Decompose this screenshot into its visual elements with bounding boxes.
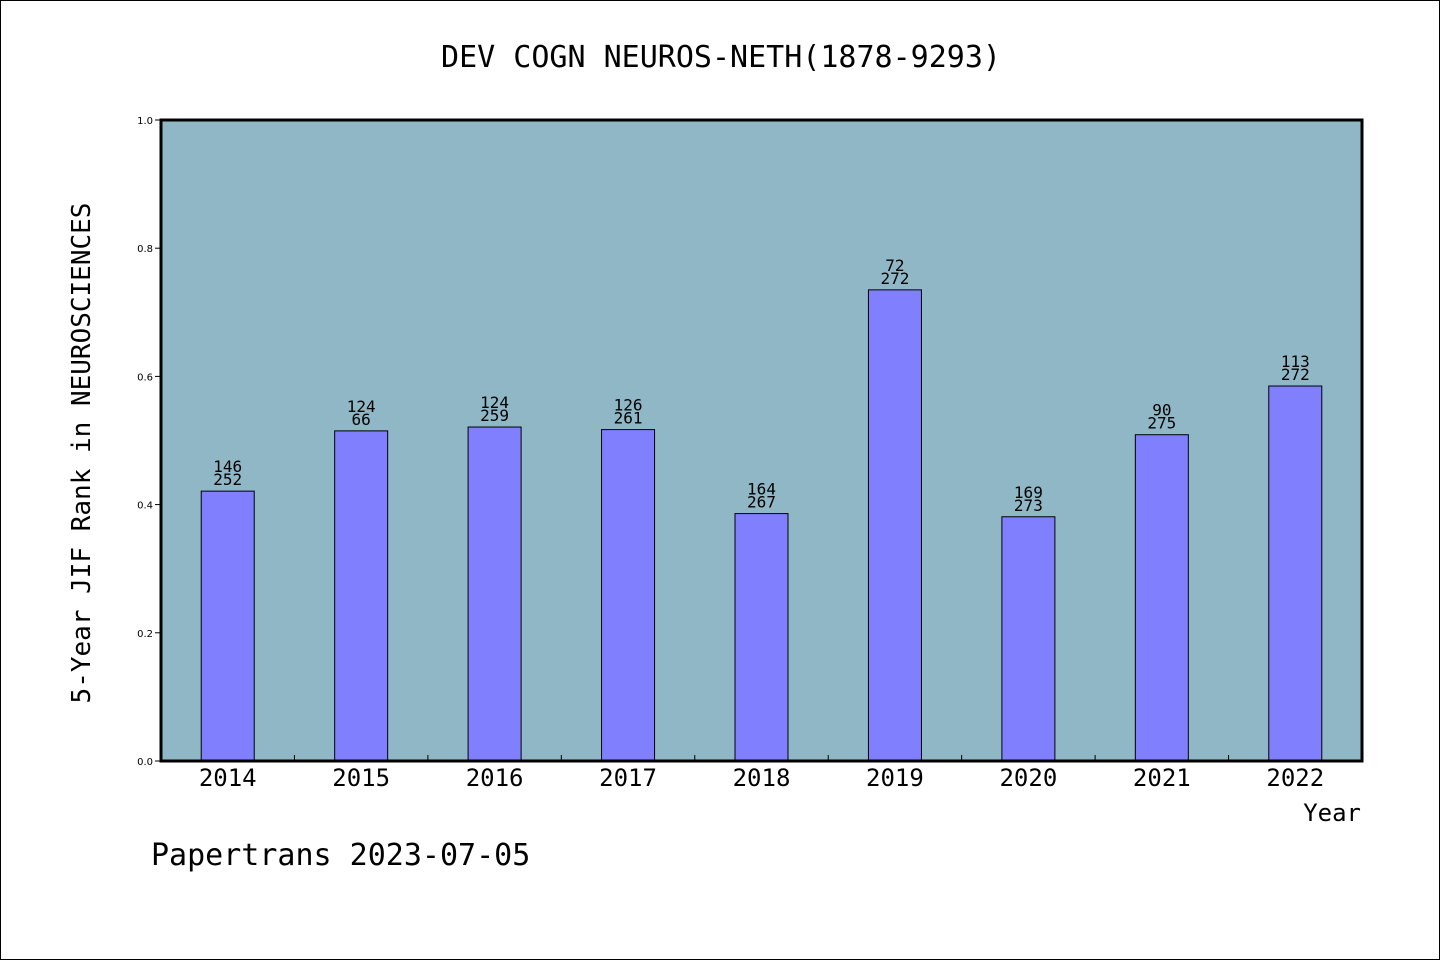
bar-2016 bbox=[467, 426, 522, 762]
bar-label-rank: 124 bbox=[480, 393, 509, 412]
bar-label-rank: 72 bbox=[885, 256, 904, 275]
x-tick-label: 2015 bbox=[332, 764, 390, 792]
bar-label-rank: 124 bbox=[347, 397, 376, 416]
bars bbox=[200, 289, 1323, 762]
y-tick-label: 0.4 bbox=[137, 501, 153, 512]
x-tick-label: 2020 bbox=[999, 764, 1057, 792]
bar-2022 bbox=[1268, 385, 1323, 762]
x-tick-label: 2018 bbox=[733, 764, 791, 792]
bar-label-rank: 113 bbox=[1281, 352, 1310, 371]
y-axis-label: 5-Year JIF Rank in NEUROSCIENCES bbox=[67, 203, 97, 704]
footer-credit: Papertrans 2023-07-05 bbox=[151, 838, 530, 873]
bar-label-total: 275 bbox=[1147, 414, 1176, 433]
bar-label-total: 272 bbox=[880, 269, 909, 288]
bar-label-rank: 146 bbox=[213, 457, 242, 476]
bar-2019 bbox=[867, 289, 922, 762]
bar-label-rank: 90 bbox=[1152, 401, 1171, 420]
bar-2015 bbox=[334, 430, 389, 762]
x-tick-label: 2019 bbox=[866, 764, 924, 792]
bar-2021 bbox=[1134, 434, 1189, 762]
bar-labels: 1462521246612425912626116426772272169273… bbox=[213, 256, 1309, 515]
bar-2017 bbox=[601, 429, 656, 762]
bar-2020 bbox=[1001, 516, 1056, 762]
bar-label-total: 261 bbox=[614, 409, 643, 428]
bar-label-rank: 126 bbox=[614, 396, 643, 415]
bar-2014 bbox=[200, 490, 255, 762]
x-axis-ticks: 2014 2015 2016 2017 2018 2019 2020 2021 2022 bbox=[199, 755, 1324, 792]
x-tick-label: 2016 bbox=[466, 764, 524, 792]
y-tick-label: 1.0 bbox=[137, 116, 153, 127]
x-tick-label: 2021 bbox=[1133, 764, 1191, 792]
y-tick-label: 0.2 bbox=[137, 629, 153, 640]
chart-title: DEV COGN NEUROS-NETH(1878-9293) bbox=[441, 40, 1001, 75]
x-tick-label: 2017 bbox=[599, 764, 657, 792]
plot-frame bbox=[159, 118, 1364, 763]
y-tick-label: 0.8 bbox=[137, 244, 153, 255]
y-tick-label: 0.6 bbox=[137, 372, 153, 383]
y-tick-label: 0.0 bbox=[137, 757, 153, 768]
bar-label-total: 272 bbox=[1281, 365, 1310, 384]
y-axis-ticks: 0.0 0.2 0.4 0.6 0.8 1.0 bbox=[137, 116, 161, 768]
bar-label-rank: 164 bbox=[747, 480, 776, 499]
bar-label-total: 252 bbox=[213, 470, 242, 489]
x-axis-label: Year bbox=[1303, 799, 1361, 827]
bar-label-total: 273 bbox=[1014, 496, 1043, 515]
bar-label-total: 267 bbox=[747, 493, 776, 512]
x-tick-label: 2022 bbox=[1266, 764, 1324, 792]
bar-label-rank: 169 bbox=[1014, 483, 1043, 502]
bar-label-total: 66 bbox=[352, 410, 371, 429]
bar-2018 bbox=[734, 513, 789, 762]
bar-label-total: 259 bbox=[480, 406, 509, 425]
x-tick-label: 2014 bbox=[199, 764, 257, 792]
